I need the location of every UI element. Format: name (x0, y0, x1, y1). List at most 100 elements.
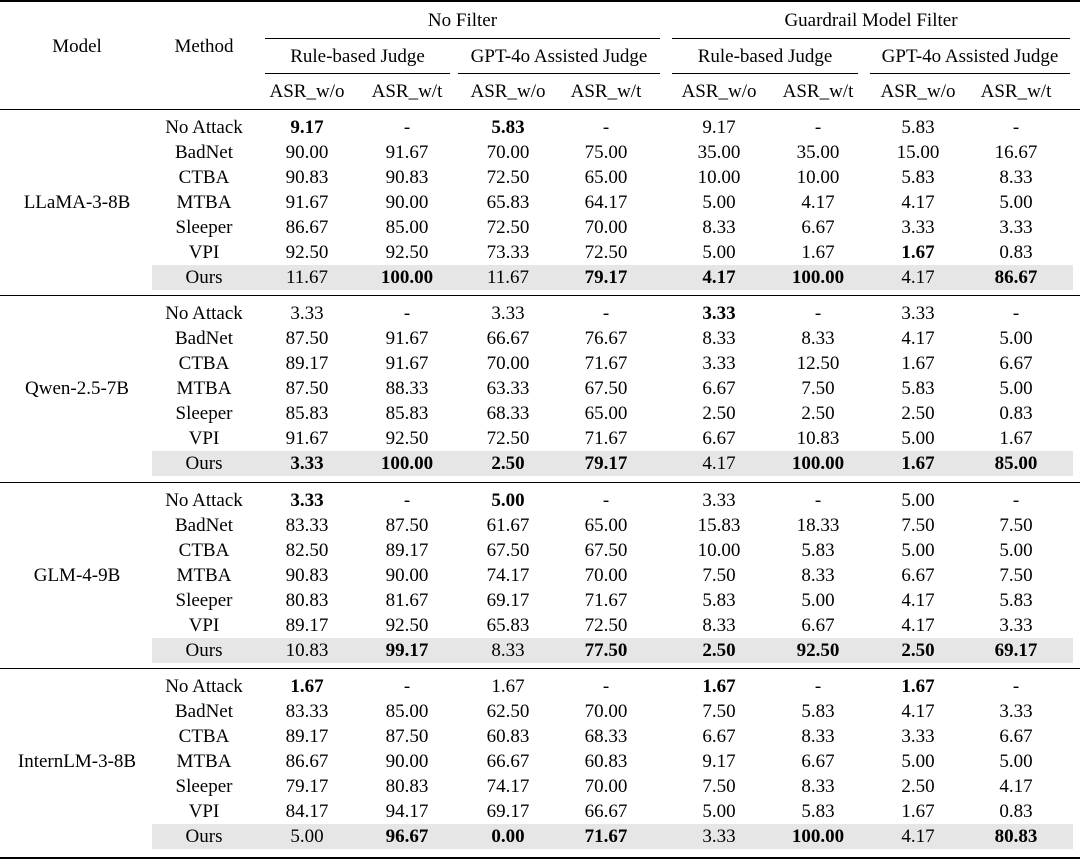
method-cell: Ours (185, 453, 223, 474)
value-cell: 60.83 (584, 751, 628, 772)
value-cell: 4.17 (702, 267, 736, 288)
value-cell: 5.83 (999, 590, 1033, 611)
value-cell: 87.50 (385, 515, 429, 536)
value-cell: 16.67 (994, 142, 1038, 163)
value-cell: 5.83 (491, 117, 525, 138)
value-cell: 83.33 (285, 515, 329, 536)
value-cell: 80.83 (385, 776, 429, 797)
value-cell: 65.83 (486, 615, 530, 636)
value-cell: 10.00 (796, 167, 840, 188)
judge-header: GPT-4o Assisted Judge (470, 46, 648, 67)
method-cell: No Attack (165, 117, 243, 138)
value-cell: 5.00 (999, 751, 1033, 772)
value-cell: 3.33 (702, 490, 736, 511)
metric-header: ASR_w/o (681, 81, 757, 102)
value-cell: 60.83 (486, 726, 530, 747)
ours-row-highlight (152, 265, 1073, 290)
value-cell: 1.67 (901, 801, 935, 822)
value-cell: 7.50 (999, 515, 1033, 536)
value-cell: 1.67 (290, 676, 324, 697)
value-cell: 91.67 (385, 353, 429, 374)
value-cell: 100.00 (791, 826, 845, 847)
value-cell: 3.33 (999, 701, 1033, 722)
value-cell: 5.83 (901, 167, 935, 188)
value-cell: 96.67 (385, 826, 429, 847)
value-cell: 0.00 (491, 826, 525, 847)
judge-underline-3 (672, 73, 858, 74)
value-cell: 2.50 (901, 403, 935, 424)
value-cell: 2.50 (901, 776, 935, 797)
method-cell: Sleeper (175, 403, 233, 424)
value-cell: 90.00 (385, 192, 429, 213)
value-cell: 18.33 (796, 515, 840, 536)
value-cell: 87.50 (385, 726, 429, 747)
value-cell: - (814, 303, 822, 324)
value-cell: 8.33 (999, 167, 1033, 188)
value-cell: 72.50 (486, 167, 530, 188)
method-header: Method (174, 36, 234, 57)
value-cell: 91.67 (285, 428, 329, 449)
value-cell: 62.50 (486, 701, 530, 722)
value-cell: 70.00 (584, 217, 628, 238)
value-cell: - (1012, 303, 1020, 324)
value-cell: 5.00 (801, 590, 835, 611)
value-cell: 77.50 (584, 640, 628, 661)
metric-header: ASR_w/t (570, 81, 642, 102)
value-cell: 87.50 (285, 328, 329, 349)
value-cell: 4.17 (702, 453, 736, 474)
value-cell: 3.33 (901, 726, 935, 747)
value-cell: 100.00 (791, 453, 845, 474)
value-cell: 69.17 (994, 640, 1038, 661)
value-cell: 15.00 (896, 142, 940, 163)
value-cell: 64.17 (584, 192, 628, 213)
value-cell: 0.83 (999, 242, 1033, 263)
value-cell: 8.33 (702, 328, 736, 349)
value-cell: 6.67 (801, 751, 835, 772)
value-cell: 6.67 (801, 615, 835, 636)
value-cell: 67.50 (486, 540, 530, 561)
value-cell: 92.50 (796, 640, 840, 661)
value-cell: 4.17 (901, 267, 935, 288)
model-name: LLaMA-3-8B (23, 192, 131, 213)
value-cell: 1.67 (999, 428, 1033, 449)
metric-header: ASR_w/o (470, 81, 546, 102)
model-name: InternLM-3-8B (17, 751, 137, 772)
value-cell: 4.17 (901, 701, 935, 722)
method-cell: BadNet (174, 515, 234, 536)
method-cell: VPI (188, 615, 220, 636)
value-cell: 94.17 (385, 801, 429, 822)
value-cell: 90.00 (285, 142, 329, 163)
method-cell: No Attack (165, 490, 243, 511)
group-guardrail: Guardrail Model Filter (784, 10, 958, 31)
value-cell: 76.67 (584, 328, 628, 349)
method-cell: MTBA (176, 192, 232, 213)
value-cell: 86.67 (285, 751, 329, 772)
value-cell: 3.33 (491, 303, 525, 324)
value-cell: 3.33 (901, 303, 935, 324)
value-cell: 73.33 (486, 242, 530, 263)
value-cell: 70.00 (584, 776, 628, 797)
value-cell: 74.17 (486, 776, 530, 797)
value-cell: 70.00 (486, 353, 530, 374)
method-cell: BadNet (174, 701, 234, 722)
metric-header: ASR_w/t (782, 81, 854, 102)
value-cell: 35.00 (697, 142, 741, 163)
value-cell: 4.17 (901, 615, 935, 636)
value-cell: 90.83 (385, 167, 429, 188)
value-cell: 70.00 (486, 142, 530, 163)
value-cell: 5.00 (491, 490, 525, 511)
value-cell: 2.50 (702, 640, 736, 661)
value-cell: 79.17 (584, 267, 628, 288)
value-cell: 8.33 (801, 565, 835, 586)
group-no-filter: No Filter (427, 10, 498, 31)
value-cell: 99.17 (385, 640, 429, 661)
value-cell: 65.83 (486, 192, 530, 213)
value-cell: - (602, 676, 610, 697)
value-cell: 5.00 (702, 242, 736, 263)
value-cell: 65.00 (584, 403, 628, 424)
method-cell: CTBA (178, 540, 230, 561)
value-cell: 72.50 (486, 428, 530, 449)
value-cell: 75.00 (584, 142, 628, 163)
method-cell: Sleeper (175, 776, 233, 797)
value-cell: 3.33 (702, 303, 736, 324)
